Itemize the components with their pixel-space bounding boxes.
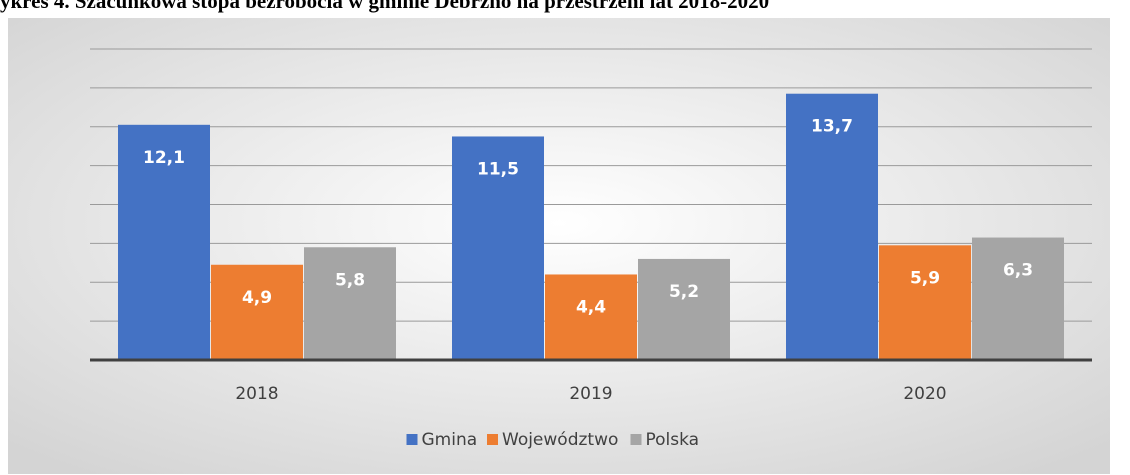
x-tick-label: 2020 bbox=[903, 384, 946, 404]
data-label: 5,8 bbox=[335, 270, 365, 290]
bar bbox=[211, 264, 303, 360]
legend-swatch bbox=[630, 434, 642, 445]
data-label: 12,1 bbox=[143, 148, 185, 168]
plot: 2018 12,1 4,9 5,8 2019 11,5 4,4 5,2 2020 13,7 5,9 6… bbox=[90, 48, 1092, 450]
bar bbox=[304, 247, 396, 360]
x-tick-label: 2018 bbox=[235, 384, 278, 404]
data-label: 5,9 bbox=[910, 268, 940, 288]
chart-title: ykres 4. Szacunkowa stopa bezrobocia w g… bbox=[0, 0, 769, 13]
bar bbox=[972, 237, 1064, 360]
data-label: 4,4 bbox=[576, 297, 606, 317]
bar bbox=[786, 93, 878, 361]
data-label: 13,7 bbox=[811, 117, 853, 137]
x-tick-label: 2019 bbox=[569, 384, 612, 404]
data-label: 5,2 bbox=[669, 282, 699, 302]
legend-swatch bbox=[406, 434, 418, 445]
bar bbox=[879, 245, 971, 360]
bar bbox=[638, 258, 730, 360]
legend-label: Polska bbox=[646, 430, 700, 450]
bar bbox=[545, 274, 637, 360]
data-label: 6,3 bbox=[1003, 261, 1033, 281]
data-label: 4,9 bbox=[242, 288, 272, 308]
bar bbox=[118, 124, 210, 361]
bar bbox=[452, 136, 544, 360]
legend-swatch bbox=[487, 434, 498, 445]
legend-label: Województwo bbox=[502, 430, 618, 450]
data-label: 11,5 bbox=[477, 159, 519, 179]
legend-label: Gmina bbox=[422, 430, 478, 450]
